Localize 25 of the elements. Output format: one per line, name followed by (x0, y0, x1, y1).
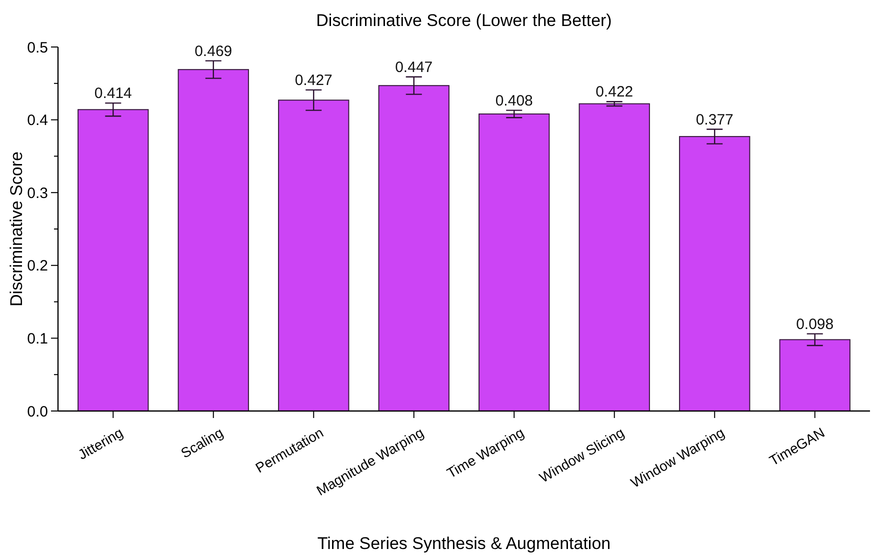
data-label: 0.427 (294, 72, 332, 89)
bar (478, 113, 550, 412)
y-tick-label: 0.5 (27, 39, 48, 56)
data-label: 0.422 (596, 84, 634, 101)
bar (78, 109, 149, 412)
data-label: 0.377 (696, 111, 734, 128)
x-axis-title: Time Series Synthesis & Augmentation (317, 534, 611, 553)
bar (779, 339, 850, 412)
data-label: 0.098 (796, 316, 834, 333)
bar (278, 100, 350, 412)
y-tick-label: 0.4 (27, 112, 48, 130)
bar (578, 103, 650, 412)
data-label: 0.469 (194, 42, 232, 60)
data-label: 0.414 (94, 85, 132, 102)
bar (378, 85, 450, 412)
bar (679, 136, 750, 412)
y-tick-label: 0.2 (27, 258, 48, 275)
y-tick-label: 0.3 (27, 184, 48, 202)
y-tick-label: 0.1 (27, 330, 48, 348)
data-label: 0.408 (495, 92, 533, 110)
y-tick-label: 0.0 (27, 403, 48, 420)
chart-title: Discriminative Score (Lower the Better) (316, 11, 612, 30)
bar (178, 69, 249, 412)
data-label: 0.447 (395, 58, 433, 76)
y-axis-title: Discriminative Score (7, 152, 26, 306)
